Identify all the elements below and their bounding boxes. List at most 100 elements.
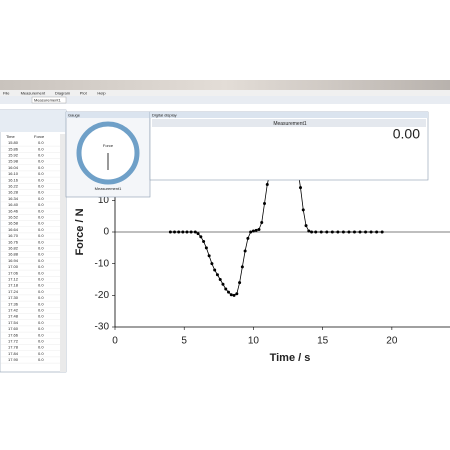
x-tick-label: 20: [386, 336, 398, 347]
table-cell: 0.0: [38, 314, 44, 319]
data-point: [260, 221, 264, 224]
gauge-quantity: Force: [103, 143, 114, 148]
table-cell: 0.0: [38, 159, 44, 164]
x-tick-label: 15: [317, 336, 329, 347]
data-point: [181, 230, 185, 234]
table-cell: 0.0: [38, 233, 44, 238]
table-cell: 0.0: [38, 252, 44, 257]
menu-item[interactable]: Diagram: [55, 90, 71, 95]
data-point: [202, 240, 206, 243]
table-cell: 17.24: [8, 289, 19, 294]
data-point: [310, 230, 314, 234]
menu-item[interactable]: File: [3, 90, 10, 95]
table-cell: 17.54: [8, 320, 19, 325]
table-cell: 0.0: [38, 227, 44, 232]
table-cell: 0.0: [38, 146, 44, 151]
gauge-title: Gauge: [68, 112, 81, 117]
table-cell: 17.00: [8, 264, 19, 269]
table-cell: 0.0: [38, 239, 44, 244]
data-point: [243, 249, 247, 253]
table-cell: 17.66: [8, 332, 19, 337]
table-header: Time: [6, 134, 16, 139]
table-cell: 17.84: [8, 351, 19, 356]
x-tick-label: 10: [248, 336, 260, 347]
table-cell: 0.0: [38, 221, 44, 226]
y-tick-label: -30: [95, 322, 110, 333]
tab[interactable]: [31, 96, 67, 104]
table-cell: 0.0: [38, 264, 44, 269]
table-cell: 17.30: [8, 295, 19, 300]
data-point: [341, 230, 345, 234]
data-point: [199, 235, 203, 239]
data-point: [185, 230, 189, 234]
tab-label[interactable]: Measurement1: [34, 97, 61, 102]
table-cell: 0.0: [38, 196, 44, 201]
table-cell: 16.88: [8, 252, 19, 257]
data-point: [224, 287, 228, 291]
data-point: [257, 227, 261, 231]
table-panel: [0, 109, 67, 373]
table-cell: 0.0: [38, 177, 44, 182]
table-cell: 16.28: [8, 190, 19, 195]
display-header: [152, 119, 426, 127]
data-point: [369, 230, 373, 234]
table-cell: 16.76: [8, 239, 19, 244]
table-cell: 0.0: [38, 152, 44, 157]
table-cell: 17.60: [8, 326, 19, 331]
table-cell: 17.12: [8, 276, 19, 281]
table-cell: 16.46: [8, 208, 19, 213]
data-point: [352, 230, 356, 234]
x-tick-label: 5: [181, 336, 187, 347]
display-title-bar: [150, 112, 428, 118]
toolbar: [0, 96, 450, 104]
title-bar: [0, 80, 450, 90]
display-title: Digital display: [152, 112, 177, 117]
data-point: [263, 202, 267, 205]
table-toolbar: [0, 110, 66, 132]
scrollbar[interactable]: [60, 134, 66, 372]
table-cell: 0.0: [38, 320, 44, 325]
table-cell: 0.0: [38, 258, 44, 263]
table-cell: 0.0: [38, 289, 44, 294]
data-point: [254, 228, 258, 232]
table-cell: 17.48: [8, 314, 19, 319]
display-measurement: Measurement1: [273, 121, 307, 127]
menu-item[interactable]: Measurement: [21, 90, 46, 95]
table-cell: 15.86: [8, 146, 19, 151]
gauge-measurement: Measurement1: [95, 186, 122, 191]
table-cell: 16.22: [8, 183, 19, 188]
data-point: [204, 246, 208, 250]
table-cell: 0.0: [38, 245, 44, 250]
table-header: Force: [34, 134, 45, 139]
menu-item[interactable]: Help: [97, 90, 106, 95]
data-line: [170, 160, 383, 296]
table-cell: 16.04: [8, 165, 19, 170]
table-cell: 0.0: [38, 301, 44, 306]
data-point: [301, 208, 305, 212]
table-cell: 15.92: [8, 152, 19, 157]
x-axis-label: Time / s: [270, 352, 311, 364]
table-cell: 0.0: [38, 202, 44, 207]
table-cell: 16.70: [8, 233, 19, 238]
data-point: [307, 229, 311, 233]
table-cell: 0.0: [38, 183, 44, 188]
display-value: 0.00: [393, 126, 420, 142]
gauge-title-bar: [66, 112, 150, 118]
table-cell: 0.0: [38, 351, 44, 356]
table-cell: 17.06: [8, 270, 19, 275]
data-point: [304, 224, 308, 228]
table-cell: 16.64: [8, 227, 19, 232]
data-point: [210, 262, 214, 266]
table-cell: 15.80: [8, 140, 19, 145]
data-point: [251, 229, 255, 233]
menu-item[interactable]: Plot: [80, 90, 88, 95]
data-point: [227, 290, 231, 294]
data-point: [213, 268, 217, 272]
data-point: [196, 232, 200, 236]
data-point: [314, 230, 318, 234]
table-cell: 0.0: [38, 295, 44, 300]
data-point: [240, 265, 244, 269]
